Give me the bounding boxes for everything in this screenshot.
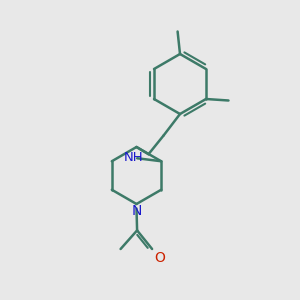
Text: O: O [154,251,165,266]
Text: N: N [131,204,142,218]
Text: NH: NH [124,151,143,164]
